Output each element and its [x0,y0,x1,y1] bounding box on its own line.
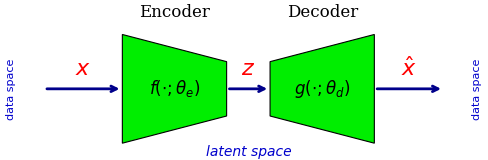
Text: Encoder: Encoder [139,4,210,21]
Text: $f(\cdot;\theta_e)$: $f(\cdot;\theta_e)$ [149,78,200,99]
Text: data space: data space [6,58,16,120]
Text: data space: data space [472,58,482,120]
Polygon shape [270,34,374,143]
Polygon shape [122,34,226,143]
Text: $z$: $z$ [241,58,255,80]
Text: $x$: $x$ [75,58,91,80]
Text: $\hat{x}$: $\hat{x}$ [401,57,417,81]
Text: Decoder: Decoder [286,4,358,21]
Text: $g(\cdot;\theta_d)$: $g(\cdot;\theta_d)$ [294,78,350,100]
Text: latent space: latent space [205,145,291,159]
